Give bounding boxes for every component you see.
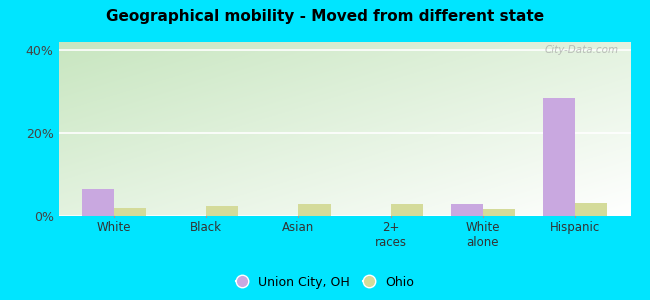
Bar — [450, 204, 483, 216]
Bar — [543, 98, 575, 216]
Bar — [114, 208, 146, 216]
Bar — [81, 189, 114, 216]
Bar — [391, 204, 423, 216]
Legend: Union City, OH, Ohio: Union City, OH, Ohio — [231, 271, 419, 294]
Bar — [298, 204, 331, 216]
Bar — [483, 208, 515, 216]
Text: Geographical mobility - Moved from different state: Geographical mobility - Moved from diffe… — [106, 9, 544, 24]
Text: City-Data.com: City-Data.com — [545, 46, 619, 56]
Bar — [206, 206, 239, 216]
Bar — [575, 203, 608, 216]
